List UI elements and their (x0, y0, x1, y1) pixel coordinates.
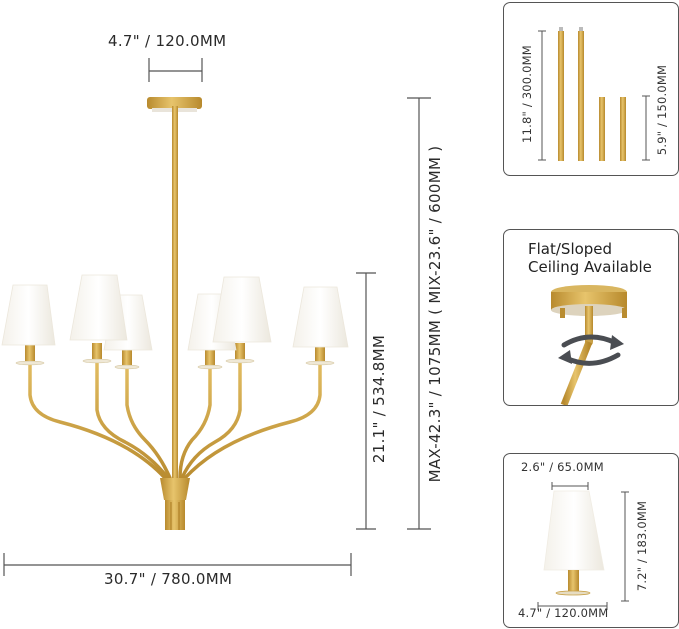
shade-panel: 2.6" / 65.0MM 7.2" / 183.0MM 4.7" / 120.… (503, 453, 679, 628)
overall-height-text: MAX-42.3" / 1075MM ( MIX-23.6" / 600MM ) (426, 145, 444, 483)
overall-width-label: 30.7" / 780.0MM (104, 570, 233, 588)
body-height-text: 21.1" / 534.8MM (370, 334, 388, 464)
caption-line-2: Ceiling Available (528, 258, 652, 276)
overall-height-label: MAX-42.3" / 1075MM ( MIX-23.6" / 600MM ) (426, 104, 444, 524)
downrods-panel: 11.8" / 300.0MM 5.9" / 150.0MM (503, 2, 679, 176)
short-rod-text: 5.9" / 150.0MM (655, 64, 669, 156)
ceiling-panel: Flat/Sloped Ceiling Available (503, 229, 679, 406)
downrods-illustration (538, 27, 650, 161)
short-rod-label: 5.9" / 150.0MM (655, 55, 669, 165)
shade-height-text: 7.2" / 183.0MM (635, 500, 649, 592)
long-rod-text: 11.8" / 300.0MM (520, 45, 534, 143)
sloped-canopy-illustration (551, 285, 627, 405)
shade-illustration (537, 482, 629, 610)
shade-bottom-width-label: 4.7" / 120.0MM (518, 606, 609, 620)
shade-top-width-label: 2.6" / 65.0MM (521, 460, 604, 474)
shade-height-label: 7.2" / 183.0MM (635, 491, 649, 601)
long-rod-label: 11.8" / 300.0MM (520, 39, 534, 149)
ceiling-caption: Flat/Sloped Ceiling Available (528, 240, 652, 276)
body-height-label: 21.1" / 534.8MM (370, 319, 388, 479)
main-diagram: 4.7" / 120.0MM 21.1" / 534.8MM MAX-42.3"… (1, 32, 444, 588)
canopy-width-label: 4.7" / 120.0MM (108, 32, 227, 50)
caption-line-1: Flat/Sloped (528, 240, 613, 258)
chandelier-illustration (1, 58, 431, 576)
